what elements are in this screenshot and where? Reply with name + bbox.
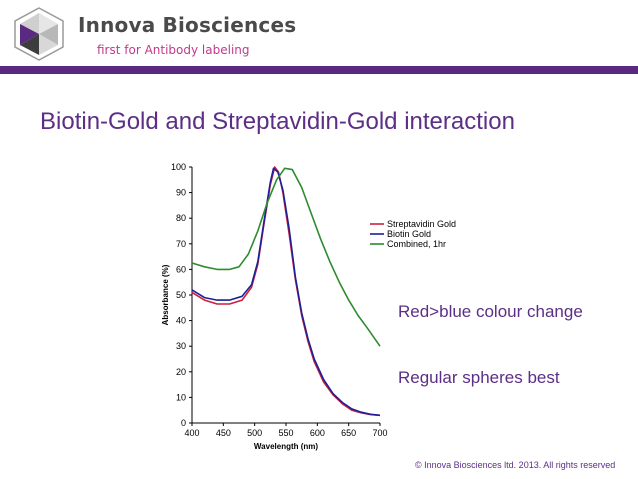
x-tick-label: 550 bbox=[278, 428, 293, 438]
series-line-3 bbox=[191, 167, 381, 347]
x-axis-label: Wavelength (nm) bbox=[254, 442, 318, 451]
x-tick-label: 650 bbox=[341, 428, 356, 438]
y-tick-label: 0 bbox=[181, 418, 186, 428]
legend-label-3: Combined, 1hr bbox=[387, 239, 446, 249]
chart-series bbox=[191, 166, 381, 417]
header-bar: Innova Biosciences first for Antibody la… bbox=[0, 0, 638, 66]
brand-name: Innova Biosciences bbox=[78, 13, 297, 37]
y-tick-label: 40 bbox=[176, 316, 186, 326]
x-tick-label: 500 bbox=[247, 428, 262, 438]
header-rule bbox=[0, 66, 638, 74]
chart-axes: 400 450 500 550 600 650 700 0 10 20 30 40 50 60 70 80 90… bbox=[161, 162, 388, 451]
copyright-notice: © Innova Biosciences ltd. 2013. All righ… bbox=[415, 460, 616, 470]
brand-tagline: first for Antibody labeling bbox=[97, 43, 250, 57]
legend-label-1: Streptavidin Gold bbox=[387, 219, 456, 229]
x-tick-label: 700 bbox=[372, 428, 387, 438]
series-line-2 bbox=[191, 167, 381, 417]
y-tick-label: 30 bbox=[176, 341, 186, 351]
y-tick-label: 100 bbox=[171, 162, 186, 172]
innova-logo-icon bbox=[14, 7, 64, 61]
y-tick-label: 50 bbox=[176, 290, 186, 300]
x-tick-label: 450 bbox=[216, 428, 231, 438]
y-tick-label: 90 bbox=[176, 188, 186, 198]
note-regular-spheres: Regular spheres best bbox=[398, 368, 560, 387]
y-tick-label: 70 bbox=[176, 239, 186, 249]
y-tick-label: 80 bbox=[176, 213, 186, 223]
x-tick-label: 600 bbox=[310, 428, 325, 438]
legend-label-2: Biotin Gold bbox=[387, 229, 431, 239]
slide-title: Biotin-Gold and Streptavidin-Gold intera… bbox=[40, 108, 515, 135]
x-tick-label: 400 bbox=[184, 428, 199, 438]
y-axis-label: Absorbance (%) bbox=[161, 264, 170, 325]
y-tick-label: 20 bbox=[176, 367, 186, 377]
y-tick-label: 10 bbox=[176, 392, 186, 402]
y-tick-label: 60 bbox=[176, 264, 186, 274]
note-colour-change: Red>blue colour change bbox=[398, 302, 583, 321]
